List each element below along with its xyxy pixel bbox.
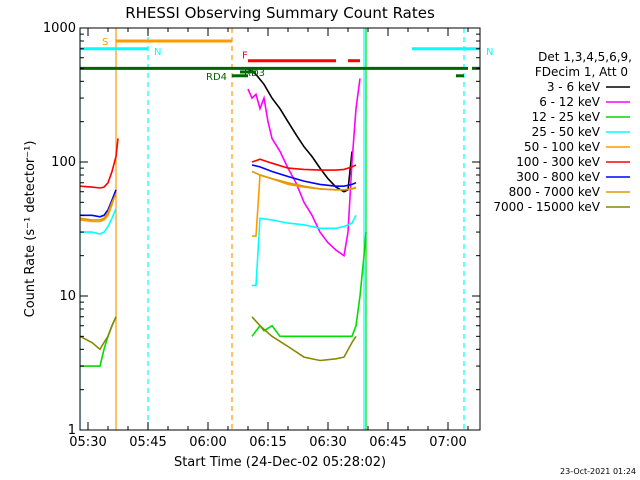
y-tick-label: 1: [68, 423, 76, 438]
series-line-2: [247, 78, 361, 258]
flag-bars: S N N F RD4 RD3: [80, 37, 493, 83]
legend-entry-label: 12 - 25 keV: [532, 110, 601, 124]
x-axis-label: Start Time (24-Dec-02 05:28:02): [174, 455, 386, 470]
legend: Det 1,3,4,5,6,9, FDecim 1, Att 0 3 - 6 k…: [493, 50, 632, 214]
series-line-8: [251, 170, 357, 191]
series-line-7: [251, 164, 357, 187]
y-axis: 1 10 100 1000: [43, 21, 480, 438]
x-tick-label: 07:00: [429, 435, 466, 450]
flag-label: S: [102, 37, 108, 48]
series-line-9: [251, 316, 357, 362]
series-line-6: [251, 158, 357, 171]
series-line-8: [80, 193, 117, 221]
chart-title: RHESSI Observing Summary Count Rates: [125, 4, 435, 22]
flag-label: N: [154, 47, 161, 58]
legend-header-1: Det 1,3,4,5,6,9,: [538, 50, 632, 64]
x-tick-label: 06:15: [249, 435, 286, 450]
legend-entry-label: 3 - 6 keV: [547, 80, 601, 94]
count-rate-series: [80, 67, 367, 367]
legend-header-2: FDecim 1, Att 0: [535, 65, 628, 79]
series-line-6: [80, 138, 119, 189]
flag-label: F: [242, 51, 248, 62]
series-line-7: [80, 189, 117, 218]
legend-entry-label: 50 - 100 keV: [524, 140, 601, 154]
flag-label: RD3: [244, 68, 265, 79]
y-axis-label: Count Rate (s⁻¹ detector⁻¹): [23, 141, 38, 318]
x-axis: 05:30 05:45 06:00 06:15 06:30 06:45 07:00: [69, 28, 469, 450]
legend-entry-label: 7000 - 15000 keV: [493, 200, 600, 214]
series-line-4: [80, 208, 117, 235]
date-stamp: 23-Oct-2021 01:24: [560, 467, 636, 476]
x-tick-label: 06:45: [369, 435, 406, 450]
legend-entry-label: 100 - 300 keV: [516, 155, 600, 169]
y-tick-label: 10: [59, 289, 76, 304]
flag-label: N: [486, 47, 493, 58]
series-line-5: [80, 191, 117, 223]
y-tick-label: 100: [51, 155, 76, 170]
legend-entry-label: 25 - 50 keV: [532, 125, 601, 139]
series-line-9: [80, 316, 117, 351]
y-tick-label: 1000: [43, 21, 76, 36]
mode-change-lines: [80, 28, 465, 430]
x-tick-label: 05:30: [69, 435, 106, 450]
legend-entry-label: 6 - 12 keV: [539, 95, 601, 109]
x-tick-label: 05:45: [129, 435, 166, 450]
flag-label: RD4: [206, 72, 227, 83]
x-tick-label: 06:00: [189, 435, 226, 450]
x-tick-label: 06:30: [309, 435, 346, 450]
legend-entry-label: 800 - 7000 keV: [509, 185, 601, 199]
legend-entry-label: 300 - 800 keV: [516, 170, 600, 184]
plot-frame: [79, 27, 481, 431]
series-line-4: [252, 214, 357, 287]
series-line-3: [251, 232, 367, 338]
